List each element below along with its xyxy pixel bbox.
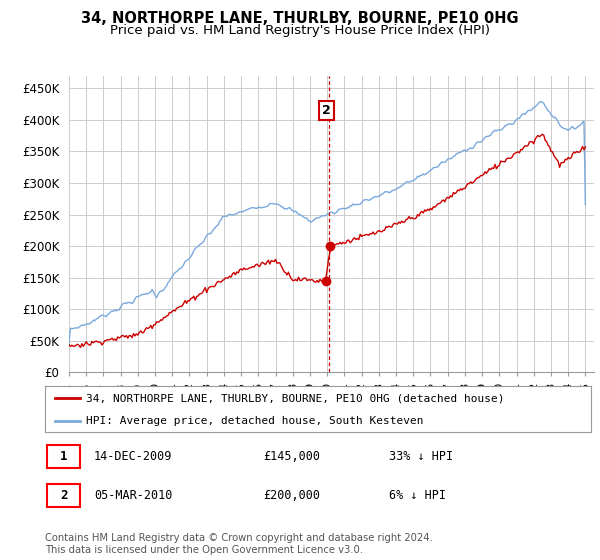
Text: 33% ↓ HPI: 33% ↓ HPI	[389, 450, 453, 463]
Text: £145,000: £145,000	[263, 450, 320, 463]
Text: HPI: Average price, detached house, South Kesteven: HPI: Average price, detached house, Sout…	[86, 416, 424, 426]
Text: 05-MAR-2010: 05-MAR-2010	[94, 489, 173, 502]
FancyBboxPatch shape	[47, 484, 80, 507]
Text: 6% ↓ HPI: 6% ↓ HPI	[389, 489, 446, 502]
Text: 2: 2	[322, 104, 331, 117]
Text: 34, NORTHORPE LANE, THURLBY, BOURNE, PE10 0HG: 34, NORTHORPE LANE, THURLBY, BOURNE, PE1…	[81, 11, 519, 26]
Text: 1: 1	[60, 450, 67, 463]
Text: Price paid vs. HM Land Registry's House Price Index (HPI): Price paid vs. HM Land Registry's House …	[110, 24, 490, 36]
Text: £200,000: £200,000	[263, 489, 320, 502]
Text: 2: 2	[60, 489, 67, 502]
Text: Contains HM Land Registry data © Crown copyright and database right 2024.
This d: Contains HM Land Registry data © Crown c…	[45, 533, 433, 555]
Text: 14-DEC-2009: 14-DEC-2009	[94, 450, 173, 463]
FancyBboxPatch shape	[47, 445, 80, 468]
Text: 34, NORTHORPE LANE, THURLBY, BOURNE, PE10 0HG (detached house): 34, NORTHORPE LANE, THURLBY, BOURNE, PE1…	[86, 393, 505, 403]
